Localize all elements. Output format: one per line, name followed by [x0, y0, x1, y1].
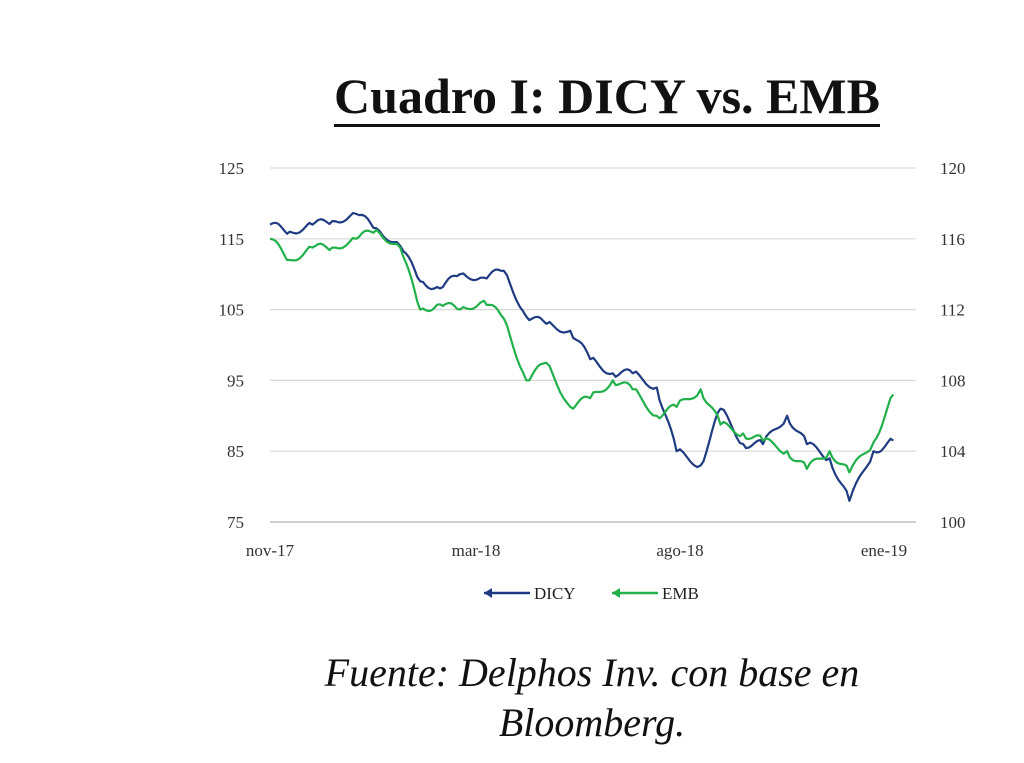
x-tick-label: nov-17 [246, 541, 295, 560]
legend-label: EMB [662, 584, 699, 603]
right-tick-label: 112 [940, 301, 965, 320]
left-tick-label: 105 [219, 301, 245, 320]
legend-arrow-icon [484, 588, 492, 598]
left-tick-label: 85 [227, 442, 244, 461]
x-axis-ticks: nov-17 mar-18 ago-18 ene-19 [246, 541, 907, 560]
right-tick-label: 120 [940, 159, 966, 178]
right-tick-label: 104 [940, 442, 966, 461]
chart-title: Cuadro I: DICY vs. EMB [334, 70, 880, 127]
left-tick-label: 75 [227, 513, 244, 532]
source-note-wrap: Fuente: Delphos Inv. con base en Bloombe… [0, 648, 1024, 748]
legend: DICY EMB [484, 584, 699, 603]
grid-lines [270, 167, 916, 452]
series-line-emb [269, 228, 895, 474]
left-tick-label: 115 [219, 230, 244, 249]
x-tick-label: ago-18 [656, 541, 703, 560]
chart-title-wrap: Cuadro I: DICY vs. EMB [0, 70, 1024, 127]
right-tick-label: 108 [940, 371, 966, 390]
legend-label: DICY [534, 584, 576, 603]
x-tick-label: mar-18 [452, 541, 501, 560]
right-axis-ticks: 120 116 112 108 104 100 [940, 159, 966, 532]
series-line-dicy [269, 211, 894, 502]
left-tick-label: 95 [227, 371, 244, 390]
legend-arrow-icon [612, 588, 620, 598]
left-tick-label: 125 [219, 159, 245, 178]
left-axis-ticks: 125 115 105 95 85 75 [219, 159, 245, 532]
right-tick-label: 100 [940, 513, 966, 532]
right-tick-label: 116 [940, 230, 965, 249]
source-note: Fuente: Delphos Inv. con base en Bloombe… [324, 650, 860, 745]
series-lines [269, 211, 895, 502]
x-tick-label: ene-19 [861, 541, 907, 560]
